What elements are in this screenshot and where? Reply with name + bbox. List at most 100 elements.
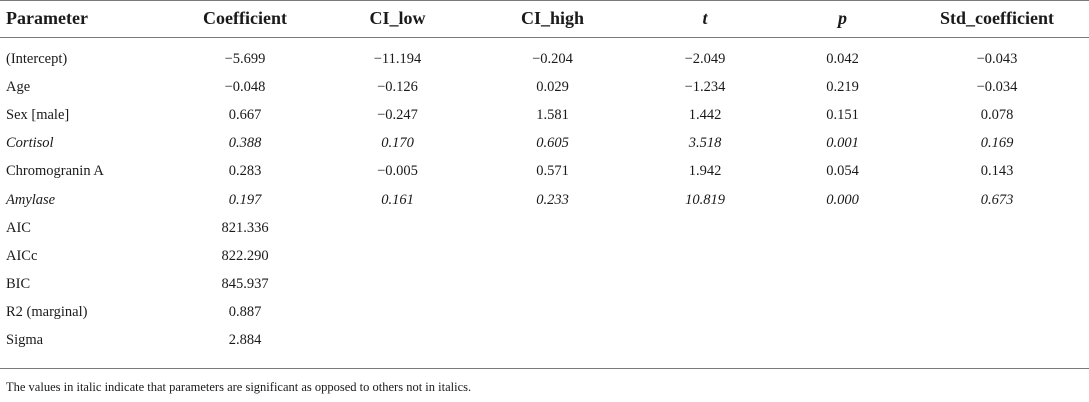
header-row: Parameter Coefficient CI_low CI_high t p…: [0, 0, 1089, 37]
cell-p: 0.219: [826, 78, 859, 95]
cell-ci-high: [475, 271, 630, 299]
cell-p: 0.000: [826, 191, 859, 208]
cell-std-coefficient: [905, 299, 1089, 327]
cell-ci-high: 0.233: [536, 191, 569, 208]
cell-t: 3.518: [688, 135, 722, 152]
cell-std-coefficient: 0.143: [980, 163, 1014, 180]
cell-ci-low: [320, 299, 475, 327]
table-row: Cortisol 0.388 0.170 0.605 3.518 0.001 0.169: [0, 130, 1089, 158]
cell-p: 0.042: [826, 50, 859, 67]
cell-t: [630, 214, 780, 242]
cell-coefficient: 0.197: [228, 191, 262, 208]
regression-table: Parameter Coefficient CI_low CI_high t p…: [0, 0, 1089, 355]
cell-p: 0.001: [826, 135, 859, 152]
cell-std-coefficient: [905, 214, 1089, 242]
cell-parameter: (Intercept): [6, 50, 68, 67]
cell-parameter: Chromogranin A: [6, 163, 104, 180]
cell-parameter: R2 (marginal): [6, 304, 88, 321]
header-ci-high: CI_high: [520, 8, 585, 28]
header-ci-low: CI_low: [369, 8, 426, 28]
cell-std-coefficient: [905, 327, 1089, 355]
cell-ci-low: −0.005: [377, 163, 418, 180]
cell-ci-low: −0.247: [377, 106, 418, 123]
cell-std-coefficient: 0.078: [980, 106, 1014, 123]
cell-coefficient: 0.388: [228, 135, 262, 152]
cell-ci-low: [320, 327, 475, 355]
cell-p: [780, 271, 905, 299]
cell-ci-low: −0.126: [377, 78, 418, 95]
cell-std-coefficient: 0.169: [980, 135, 1014, 152]
cell-p: [780, 242, 905, 270]
cell-parameter: Age: [6, 78, 31, 95]
cell-ci-high: 1.581: [536, 106, 569, 123]
spacer-row: [0, 37, 1089, 45]
cell-parameter: Sigma: [6, 332, 44, 349]
cell-t: [630, 271, 780, 299]
cell-coefficient: 821.336: [221, 219, 269, 236]
cell-ci-low: [320, 271, 475, 299]
cell-p: [780, 214, 905, 242]
cell-p: [780, 327, 905, 355]
header-coefficient: Coefficient: [203, 8, 287, 28]
cell-std-coefficient: −0.034: [976, 78, 1018, 95]
cell-coefficient: 845.937: [221, 276, 269, 293]
cell-t: [630, 242, 780, 270]
header-p: p: [838, 8, 847, 28]
table-footnote: The values in italic indicate that param…: [6, 380, 472, 394]
cell-t: 1.942: [688, 163, 722, 180]
table-row: Sigma 2.884: [0, 327, 1089, 355]
cell-parameter: Cortisol: [6, 135, 54, 152]
cell-std-coefficient: [905, 271, 1089, 299]
header-std-coefficient: Std_coefficient: [940, 8, 1054, 28]
cell-parameter: Sex [male]: [6, 106, 70, 123]
table-row: BIC 845.937: [0, 271, 1089, 299]
cell-ci-high: 0.571: [536, 163, 569, 180]
spacer-cell: [0, 37, 1089, 45]
cell-t: [630, 327, 780, 355]
top-rule: [0, 0, 1089, 1]
cell-std-coefficient: −0.043: [976, 50, 1018, 67]
cell-parameter: BIC: [6, 276, 31, 293]
table-row: Chromogranin A 0.283 −0.005 0.571 1.942 0.054…: [0, 158, 1089, 186]
cell-std-coefficient: 0.673: [980, 191, 1014, 208]
cell-p: 0.151: [826, 106, 859, 123]
table-body: (Intercept) −5.699 −11.194 −0.204 −2.049 0.04…: [0, 37, 1089, 355]
cell-t: −2.049: [684, 50, 726, 67]
header-parameter: Parameter: [6, 8, 88, 28]
cell-ci-high: 0.605: [536, 135, 569, 152]
cell-ci-high: 0.029: [536, 78, 569, 95]
cell-coefficient: −0.048: [224, 78, 266, 95]
table-row: AIC 821.336: [0, 214, 1089, 242]
table-row: R2 (marginal) 0.887: [0, 299, 1089, 327]
cell-coefficient: 0.283: [228, 163, 262, 180]
table-row: Age −0.048 −0.126 0.029 −1.234 0.219 −0.034: [0, 73, 1089, 101]
header-t: t: [702, 8, 708, 28]
cell-ci-high: [475, 214, 630, 242]
cell-coefficient: 0.667: [228, 106, 262, 123]
cell-t: −1.234: [684, 78, 726, 95]
cell-ci-low: 0.161: [381, 191, 414, 208]
table-row: AICc 822.290: [0, 242, 1089, 270]
cell-ci-high: −0.204: [532, 50, 573, 67]
cell-parameter: AICc: [6, 247, 38, 264]
cell-ci-high: [475, 299, 630, 327]
cell-ci-high: [475, 242, 630, 270]
cell-parameter: AIC: [6, 219, 31, 236]
cell-t: [630, 299, 780, 327]
cell-p: 0.054: [826, 163, 859, 180]
cell-coefficient: 0.887: [228, 304, 262, 321]
cell-ci-low: −11.194: [373, 50, 422, 67]
cell-coefficient: 822.290: [221, 247, 269, 264]
cell-ci-high: [475, 327, 630, 355]
table-row: Amylase 0.197 0.161 0.233 10.819 0.000 0.673: [0, 186, 1089, 214]
table-row: Sex [male] 0.667 −0.247 1.581 1.442 0.151 0.07…: [0, 101, 1089, 129]
cell-t: 1.442: [688, 106, 722, 123]
cell-coefficient: −5.699: [224, 50, 266, 67]
cell-ci-low: [320, 214, 475, 242]
bottom-rule: [0, 368, 1089, 369]
table-row: (Intercept) −5.699 −11.194 −0.204 −2.049 0.04…: [0, 45, 1089, 73]
cell-ci-low: 0.170: [381, 135, 414, 152]
cell-ci-low: [320, 242, 475, 270]
cell-std-coefficient: [905, 242, 1089, 270]
